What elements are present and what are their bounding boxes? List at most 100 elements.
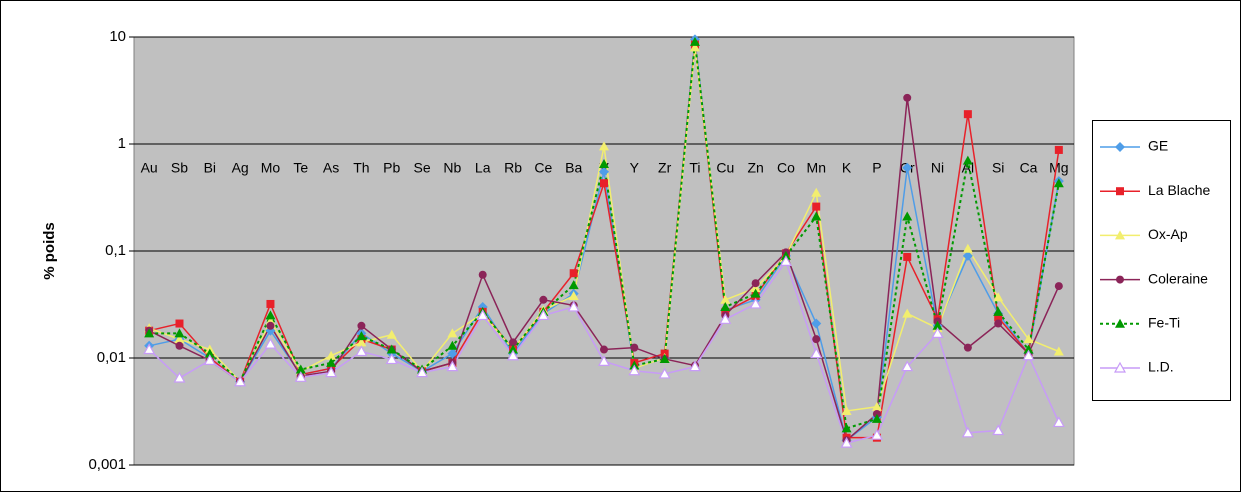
data-point [811,318,822,329]
data-point [689,36,700,46]
x-tick-label: K [842,160,852,176]
data-point [1022,349,1035,361]
data-point [143,343,156,355]
y-tick-label: 10 [109,28,126,45]
data-point [962,155,973,165]
data-point [902,308,913,318]
data-point [174,328,185,338]
data-point [568,280,579,290]
data-point [962,250,973,261]
legend-marker [1113,361,1127,373]
legend-label: GE [1148,138,1168,154]
x-tick-label: Se [414,160,431,176]
data-point [963,343,972,352]
data-point [539,295,548,304]
x-tick-label: As [323,160,339,176]
data-point [326,350,337,360]
y-tick-label: 0,1 [105,242,126,259]
data-point [903,252,912,261]
data-point [932,320,943,330]
data-point [1052,416,1065,428]
x-tick-label: Zn [747,160,763,176]
legend-label: La Blache [1148,182,1210,198]
legend-label: Ox-Ap [1148,226,1188,242]
data-point [931,327,944,338]
data-point [750,283,761,293]
legend-label: L.D. [1148,359,1174,375]
data-point [204,348,215,358]
data-point [175,341,184,350]
data-point [994,319,1003,328]
x-tick-label: Mn [807,160,826,176]
data-point [175,319,184,328]
data-point [811,187,822,197]
data-point [386,329,397,339]
data-point [174,334,185,344]
x-tick-label: Pb [383,160,400,176]
data-point [294,371,307,382]
x-tick-label: La [475,160,491,176]
data-point [447,328,458,338]
x-tick-label: Zr [658,160,672,176]
x-tick-label: Ca [1020,160,1038,176]
data-point [325,366,338,378]
data-point [597,355,611,366]
legend-marker [1116,275,1124,284]
x-tick-label: Si [992,160,1004,176]
data-point [569,269,578,278]
data-point [356,337,367,347]
data-point [264,337,277,349]
x-tick-label: Ni [931,160,944,176]
data-point [600,345,608,354]
data-point [600,179,608,188]
data-point [962,243,973,253]
data-point [689,42,700,52]
data-point [1023,334,1034,344]
data-point [810,347,823,359]
data-point [1054,145,1063,154]
data-point [386,344,397,354]
x-tick-label: Y [630,160,640,176]
data-point [599,166,609,177]
data-point [992,424,1005,436]
data-point [630,343,639,352]
x-tick-label: Mg [1049,160,1068,176]
data-point [203,354,216,365]
data-point [568,290,579,300]
data-point [234,375,247,387]
x-tick-label: P [872,160,881,176]
data-point [537,309,550,321]
data-point [658,367,671,379]
x-tick-label: Ti [689,160,700,176]
x-tick-label: Bi [204,160,216,176]
data-point [355,345,368,357]
data-point [719,313,732,324]
data-point [903,93,912,102]
y-axis-label: % poids [41,222,58,280]
data-point [265,310,276,320]
legend-marker [1115,142,1125,152]
data-point [993,292,1004,302]
data-point [902,211,913,221]
data-point [476,309,489,321]
data-point [447,340,458,350]
x-tick-label: Ag [232,160,249,176]
data-point [628,364,641,376]
data-point [841,405,852,415]
y-tick-label: 0,001 [88,456,126,473]
x-tick-label: Th [353,160,369,176]
x-tick-label: Au [141,160,158,176]
data-point [659,353,670,363]
data-point [447,348,458,359]
data-point [508,344,519,354]
data-point [871,401,882,411]
data-point [356,331,367,341]
data-point [446,360,459,372]
data-point [266,321,275,330]
data-point [509,338,518,347]
data-point [811,211,822,221]
data-point [961,426,974,438]
data-point [720,294,731,304]
data-point [993,306,1004,316]
